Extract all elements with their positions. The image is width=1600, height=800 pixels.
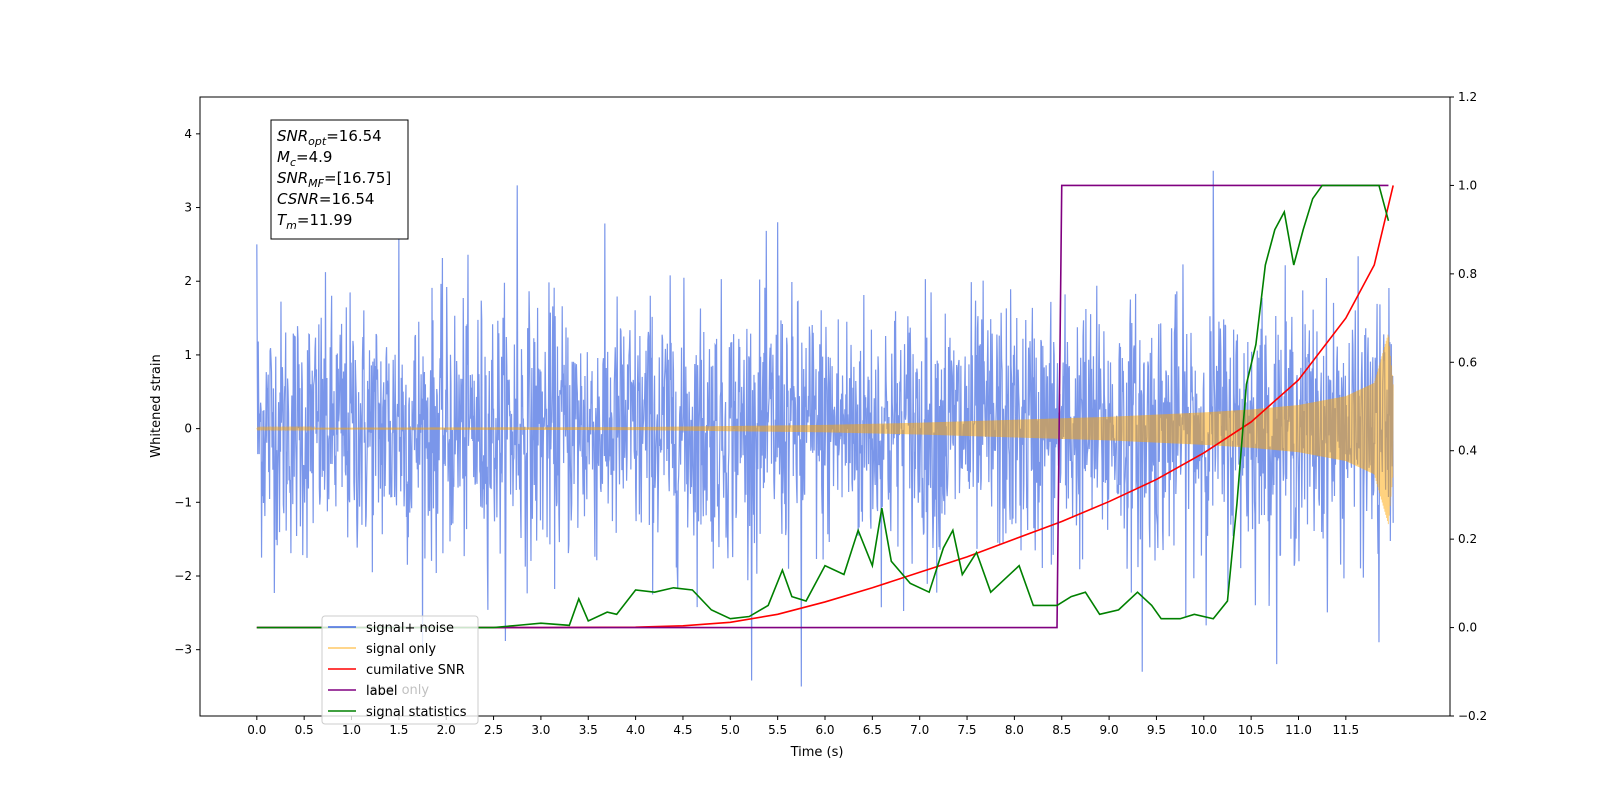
annotation-box: SNRopt=16.54Mc=4.9SNRMF=[16.75]CSNR=16.5… xyxy=(270,119,409,240)
annotation-lines: SNRopt=16.54Mc=4.9SNRMF=[16.75]CSNR=16.5… xyxy=(277,127,391,232)
x-tick-label: 4.5 xyxy=(673,723,692,737)
x-tick-label: 9.5 xyxy=(1147,723,1166,737)
legend-frame xyxy=(321,615,479,725)
x-tick-label: 1.5 xyxy=(389,723,408,737)
legend-hidden-label: label only xyxy=(366,683,429,698)
annotation-line: Mc=4.9 xyxy=(277,148,332,169)
x-tick-label: 8.0 xyxy=(1005,723,1024,737)
x-tick-label: 4.0 xyxy=(626,723,645,737)
y-tick-label: 1 xyxy=(184,348,192,362)
x-tick-label: 0.5 xyxy=(295,723,314,737)
y-tick-label: 0 xyxy=(184,422,192,436)
x-tick-label: 2.0 xyxy=(437,723,456,737)
signal-only-line xyxy=(256,334,1394,525)
y2-tick-label: 0.4 xyxy=(1458,444,1477,458)
x-tick-label: 0.0 xyxy=(247,723,266,737)
signal-noise-line xyxy=(256,170,1394,687)
x-tick-label: 6.5 xyxy=(863,723,882,737)
plot-area xyxy=(256,170,1394,687)
legend-label: label xyxy=(366,684,397,699)
y2-tick-label: −0.2 xyxy=(1458,709,1487,723)
label-line xyxy=(256,184,1389,629)
y2-tick-label: 0.2 xyxy=(1458,532,1477,546)
x-tick-label: 1.0 xyxy=(342,723,361,737)
y2-tick-label: 0.6 xyxy=(1458,355,1477,369)
legend-label: signal statistics xyxy=(366,705,467,720)
axes: 0.0 0.5 1.0 1.5 2.0 2.5 3.0 3.5 4.0 4.5 5.0 5.5 6.0 6… xyxy=(174,90,1487,737)
x-tick-label: 9.0 xyxy=(1100,723,1119,737)
legend-label: signal only xyxy=(366,642,436,657)
y-tick-label: −3 xyxy=(174,643,192,657)
x-tick-label: 7.5 xyxy=(957,723,976,737)
x-tick-label: 5.5 xyxy=(768,723,787,737)
x-tick-label: 7.0 xyxy=(910,723,929,737)
legend: signal+ noise signal only cumilative SNR la… xyxy=(321,615,479,725)
y-tick-label: −1 xyxy=(174,495,192,509)
legend-label: cumilative SNR xyxy=(366,663,465,678)
y2-tick-label: 0.0 xyxy=(1458,621,1477,635)
annotation-line: SNRopt=16.54 xyxy=(277,127,382,148)
annotation-frame xyxy=(270,119,409,240)
y2-tick-label: 1.0 xyxy=(1458,178,1477,192)
y2-tick-label: 0.8 xyxy=(1458,267,1477,281)
x-tick-label: 3.0 xyxy=(531,723,550,737)
y-tick-label: 4 xyxy=(184,127,192,141)
x-tick-label: 11.5 xyxy=(1332,723,1359,737)
annotation-line: SNRMF=[16.75] xyxy=(277,169,391,190)
y-tick-label: 2 xyxy=(184,274,192,288)
legend-entries: signal+ noise signal only cumilative SNR la… xyxy=(328,621,467,720)
x-tick-label: 11.0 xyxy=(1285,723,1312,737)
y-tick-label: 3 xyxy=(184,201,192,215)
y-tick-label: −2 xyxy=(174,569,192,583)
signal-statistics-line xyxy=(256,184,1390,629)
x-tick-label: 2.5 xyxy=(484,723,503,737)
x-tick-label: 6.0 xyxy=(815,723,834,737)
x-tick-label: 8.5 xyxy=(1052,723,1071,737)
annotation-line: CSNR=16.54 xyxy=(277,190,374,208)
x-tick-label: 10.0 xyxy=(1190,723,1217,737)
x-axis-label: Time (s) xyxy=(790,745,844,760)
cumulative-snr-line xyxy=(256,185,1394,629)
legend-label: signal+ noise xyxy=(366,621,454,636)
y-axis-label: Whitened strain xyxy=(149,354,164,457)
x-tick-label: 5.0 xyxy=(721,723,740,737)
x-tick-label: 10.5 xyxy=(1238,723,1265,737)
x-tick-label: 3.5 xyxy=(579,723,598,737)
y2-tick-label: 1.2 xyxy=(1458,90,1477,104)
annotation-line: Tm=11.99 xyxy=(277,211,352,232)
